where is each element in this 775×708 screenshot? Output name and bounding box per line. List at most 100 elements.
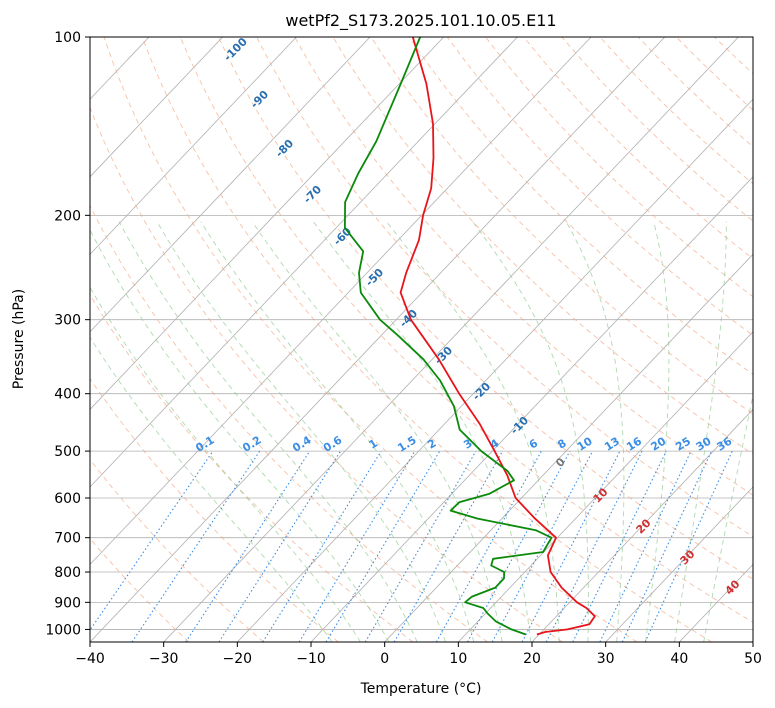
y-tick-label: 200 bbox=[54, 208, 81, 224]
isotherm-line bbox=[384, 253, 753, 642]
isotherm-line bbox=[163, 37, 739, 642]
x-axis-label: Temperature (°C) bbox=[360, 681, 482, 697]
isotherm-line bbox=[531, 408, 753, 642]
isotherm-line bbox=[0, 37, 2, 642]
moist-adiabat bbox=[90, 336, 333, 642]
dry-adiabat bbox=[523, 37, 753, 260]
dry-adiabat bbox=[408, 37, 753, 375]
isotherm-line bbox=[90, 37, 518, 488]
mixing-ratio-line bbox=[298, 450, 416, 642]
mixing-ratio-line bbox=[364, 450, 477, 642]
x-tick-label: 50 bbox=[744, 651, 762, 667]
moist-adiabat bbox=[565, 221, 625, 642]
dry-adiabat-label: -20 bbox=[470, 380, 493, 403]
isotherm-line bbox=[90, 37, 224, 178]
mixing-ratio-line bbox=[491, 450, 594, 642]
mixing-ratio-line bbox=[521, 450, 621, 642]
x-axis: −40 −30 −20 −10 0 10 20 30 40 50 bbox=[75, 642, 762, 667]
mixing-ratio-line bbox=[218, 450, 342, 642]
moist-adiabat bbox=[703, 392, 753, 642]
y-tick-label: 1000 bbox=[45, 622, 81, 638]
moist-adiabat bbox=[313, 221, 532, 642]
moist-adiabat bbox=[156, 221, 446, 642]
dry-adiabat-label: -100 bbox=[221, 35, 250, 64]
moist-adiabat bbox=[200, 221, 475, 642]
x-tick-label: 0 bbox=[380, 651, 389, 667]
mixing-ratio-line bbox=[325, 450, 441, 642]
moist-adiabat bbox=[472, 221, 589, 642]
y-tick-label: 800 bbox=[54, 565, 81, 581]
isotherm-line bbox=[90, 37, 371, 333]
dry-adiabat bbox=[752, 37, 753, 38]
mixing-ratio-line bbox=[621, 450, 712, 642]
plot-frame bbox=[89, 36, 754, 643]
dry-adiabat bbox=[90, 293, 414, 642]
dry-adiabat bbox=[485, 37, 753, 298]
dry-adiabat bbox=[332, 37, 753, 455]
chart-title: wetPf2_S173.2025.101.10.05.E11 bbox=[285, 11, 556, 31]
moist-adiabat bbox=[645, 221, 670, 642]
moist-adiabat bbox=[118, 221, 418, 642]
dry-adiabat bbox=[637, 37, 753, 148]
x-tick-label: 10 bbox=[449, 651, 467, 667]
dry-adiabat bbox=[90, 377, 339, 642]
x-tick-label: −40 bbox=[75, 651, 105, 667]
dewpoint-profile bbox=[344, 37, 553, 636]
x-tick-label: 30 bbox=[597, 651, 615, 667]
x-tick-label: −10 bbox=[296, 651, 326, 667]
y-tick-label: 500 bbox=[54, 444, 81, 460]
dry-adiabat-label: -80 bbox=[273, 137, 296, 160]
isotherm-line bbox=[237, 98, 753, 642]
y-tick-label: 900 bbox=[54, 595, 81, 611]
dry-adiabat bbox=[90, 458, 264, 642]
dry-adiabat bbox=[256, 37, 753, 538]
dry-adiabat bbox=[561, 37, 753, 222]
moist-adiabat bbox=[386, 221, 560, 642]
isotherm-line bbox=[90, 37, 666, 642]
y-axis-label: Pressure (hPa) bbox=[11, 289, 27, 389]
x-tick-label: 40 bbox=[670, 651, 688, 667]
mixing-ratio-line bbox=[599, 450, 692, 642]
isotherm-line bbox=[752, 641, 753, 642]
isotherm-line bbox=[90, 37, 592, 566]
dry-adiabat-label: -50 bbox=[363, 266, 386, 289]
series-layer bbox=[344, 37, 596, 636]
mixing-ratio-label: 0.6 bbox=[321, 433, 345, 455]
dry-adiabat bbox=[294, 37, 753, 496]
mixing-ratio-line bbox=[435, 450, 542, 642]
mixing-ratio-label: 8 bbox=[555, 437, 568, 452]
dry-adiabat bbox=[90, 106, 563, 642]
temperature-profile bbox=[399, 37, 596, 636]
y-tick-label: 700 bbox=[54, 531, 81, 547]
x-tick-label: −30 bbox=[149, 651, 179, 667]
dry-adiabat bbox=[217, 37, 753, 580]
moist-adiabat bbox=[90, 228, 390, 642]
moist-adiabat bbox=[674, 221, 727, 642]
mixing-ratio-label: 2 bbox=[425, 437, 438, 452]
dry-adiabat bbox=[714, 37, 753, 75]
isotherm-line bbox=[679, 563, 753, 642]
mixing-ratio-label: 6 bbox=[527, 436, 541, 451]
mixing-ratio-line bbox=[545, 450, 643, 642]
isotherm-line bbox=[605, 486, 753, 642]
y-tick-label: 100 bbox=[54, 30, 81, 46]
y-tick-label: 400 bbox=[54, 387, 81, 403]
mixing-ratio-line bbox=[90, 450, 214, 632]
mixing-ratio-line bbox=[572, 450, 667, 642]
mixing-ratio-line bbox=[467, 450, 571, 642]
isotherm-line bbox=[310, 176, 753, 642]
moist-adiabat bbox=[251, 221, 503, 642]
isotherm-line bbox=[90, 37, 297, 255]
dry-adiabat-label: -70 bbox=[301, 183, 324, 206]
mixing-ratio-line bbox=[262, 450, 382, 642]
dry-adiabat bbox=[90, 204, 488, 642]
dry-adiabat-label: -90 bbox=[248, 88, 271, 111]
dry-adiabat bbox=[90, 537, 190, 642]
dry-adiabat bbox=[179, 37, 753, 623]
y-axis: 100 200 300 400 500 600 700 800 900 1000 bbox=[45, 30, 90, 638]
x-tick-label: −20 bbox=[223, 651, 253, 667]
moist-adiabat-label: 20 bbox=[634, 516, 654, 536]
dry-adiabat-label: -10 bbox=[508, 414, 531, 437]
mixing-ratio-line bbox=[644, 450, 733, 642]
